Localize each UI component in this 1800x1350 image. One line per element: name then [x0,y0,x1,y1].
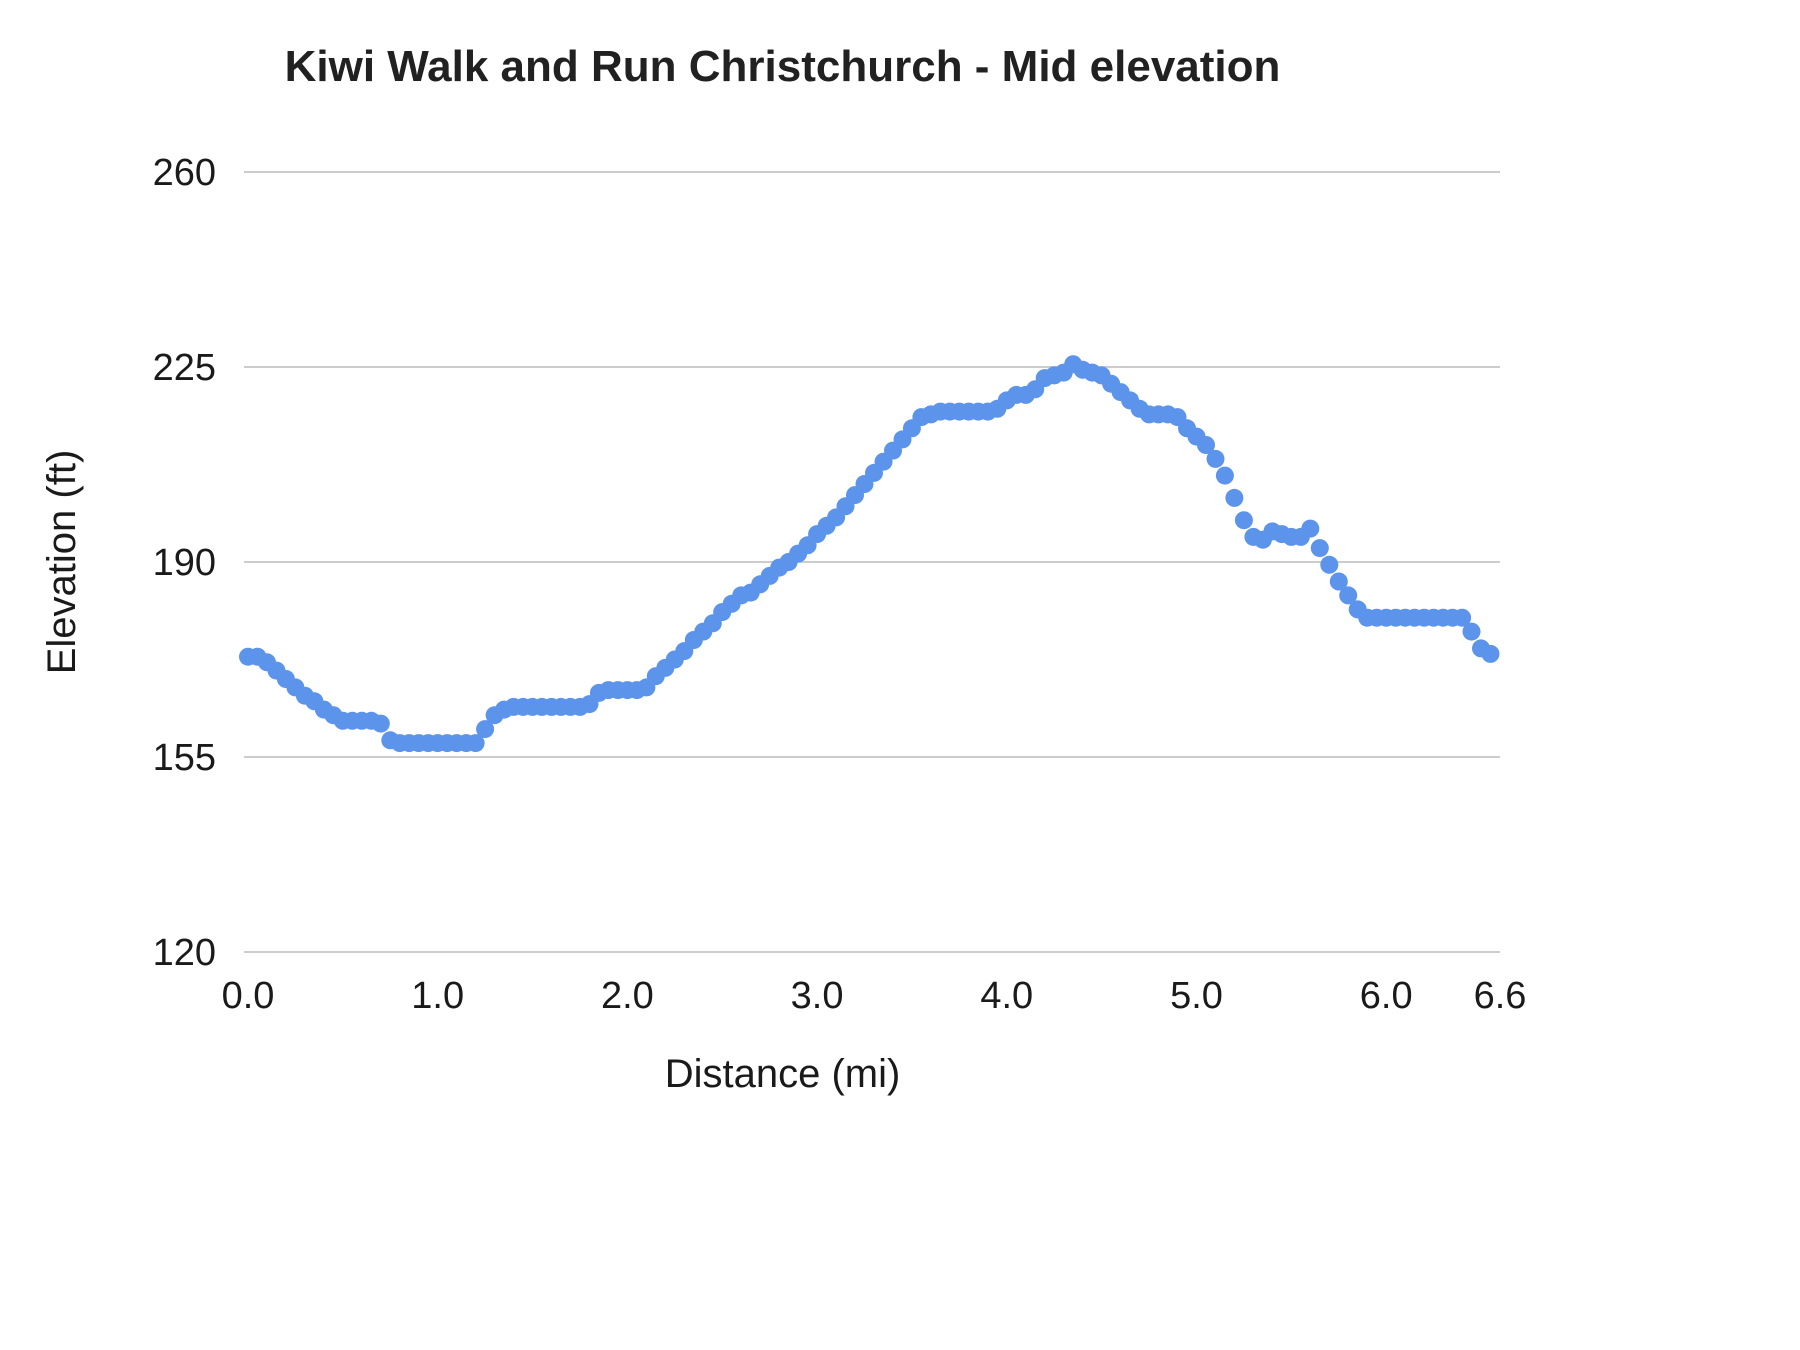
elevation-series [239,355,1500,753]
x-tick-label: 2.0 [601,975,654,1017]
x-tick-label: 5.0 [1170,975,1223,1017]
data-point [1481,644,1500,663]
data-point [1329,572,1348,591]
x-tick-label: 6.6 [1474,975,1527,1017]
data-point [1301,519,1320,538]
y-tick-label: 260 [153,152,216,194]
data-point [1453,608,1472,627]
y-tick-label: 225 [153,347,216,389]
x-tick-label: 6.0 [1360,975,1413,1017]
data-point [1197,436,1215,454]
data-point [1320,555,1339,574]
data-point [1310,539,1329,558]
y-tick-label: 155 [153,737,216,779]
x-axis-title: Distance (mi) [664,1052,901,1096]
chart-title: Kiwi Walk and Run Christchurch - Mid ele… [284,42,1281,91]
y-tick-label: 120 [153,932,216,974]
y-tick-label: 190 [153,542,216,584]
x-tick-label: 0.0 [222,975,275,1017]
data-point [1225,488,1244,507]
data-point [1206,449,1225,468]
data-point [1339,586,1358,605]
data-point [1234,511,1253,530]
x-tick-label: 4.0 [980,975,1033,1017]
data-point [371,714,390,733]
data-point [1462,622,1481,641]
data-point [476,720,495,739]
x-tick-label: 1.0 [411,975,464,1017]
x-tick-label: 3.0 [791,975,844,1017]
data-point [1215,466,1234,485]
data-point [466,734,485,753]
